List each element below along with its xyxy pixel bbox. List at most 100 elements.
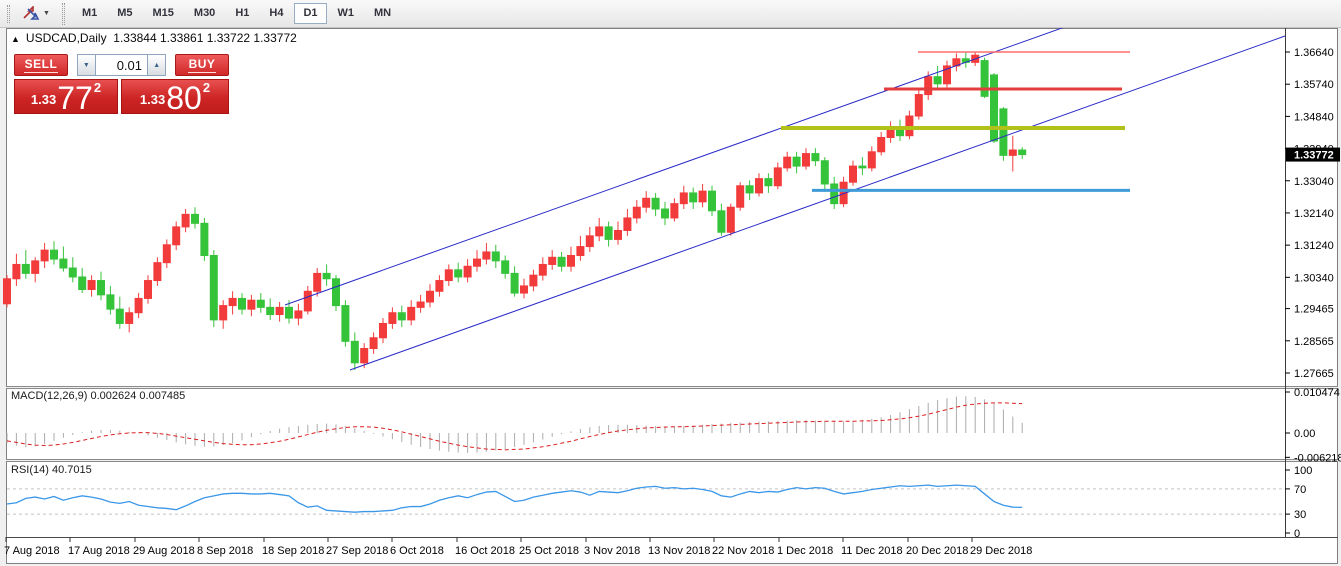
candle-body [604, 226, 613, 240]
candle-body [313, 272, 322, 292]
candle-body [802, 153, 810, 167]
candle-body [228, 297, 237, 307]
date-tick-label: 18 Sep 2018 [262, 545, 324, 557]
candle-body [266, 306, 275, 316]
candle-body [482, 251, 491, 260]
candle-body [933, 76, 942, 85]
date-tick-label: 27 Sep 2018 [326, 545, 388, 557]
candle-body [397, 312, 406, 321]
chart-tool-button[interactable]: ▼ [17, 2, 55, 25]
candle-body [87, 280, 96, 290]
candle-body [256, 299, 265, 308]
price-tick-label: 1.29465 [1294, 304, 1334, 316]
sell-button[interactable]: SELL [14, 54, 68, 76]
candle-body [21, 263, 30, 274]
candle-body [31, 260, 40, 274]
channel-upper[interactable] [284, 17, 1091, 306]
tf-button-m30[interactable]: M30 [185, 3, 224, 24]
toolbar-grip[interactable] [61, 2, 65, 25]
candle-body [1018, 149, 1027, 156]
candle-body [632, 206, 641, 219]
toolbar-grip[interactable] [7, 4, 10, 23]
candle-body [679, 192, 688, 205]
candle-body [444, 269, 453, 282]
candle-body [12, 263, 21, 280]
candle-body [520, 285, 528, 294]
candle-body [914, 94, 923, 117]
price-tick-label: 1.30340 [1294, 272, 1334, 284]
candle-body [332, 278, 340, 307]
tf-button-m15[interactable]: M15 [144, 3, 183, 24]
candle-body [943, 65, 951, 85]
price-tick-label: 1.32140 [1294, 208, 1334, 220]
sell-price-tile[interactable]: 1.33 77 2 [14, 79, 118, 114]
candle-body [341, 305, 350, 342]
candle-body [689, 192, 698, 203]
candle-body [717, 210, 726, 233]
volume-input[interactable] [96, 54, 147, 76]
sell-price-prefix: 1.33 [30, 92, 57, 107]
candle-body [303, 290, 312, 312]
buy-price-tile[interactable]: 1.33 80 2 [121, 79, 229, 114]
candle-body [773, 167, 782, 187]
candle-body [858, 165, 867, 169]
candle-body [3, 278, 11, 305]
tf-button-h1[interactable]: H1 [226, 3, 258, 24]
volume-increase-button[interactable]: ▲ [147, 54, 167, 76]
collapse-panel-icon[interactable]: ▲ [11, 34, 20, 44]
candle-body [510, 272, 519, 294]
channel-lower[interactable] [349, 35, 1286, 371]
timeframe-toolbar: ▼ M1 M5 M15 M30 H1 H4 D1 W1 MN [0, 0, 1341, 28]
candle-body [642, 197, 651, 208]
candle-body [172, 226, 181, 246]
time-axis[interactable]: 7 Aug 2018 17 Aug 2018 29 Aug 2018 8 Sep 20… [4, 537, 1032, 557]
ohlc-values: 1.33844 1.33861 1.33722 1.33772 [113, 31, 297, 45]
panel-splitter[interactable] [6, 386, 1338, 389]
candle-body [200, 222, 209, 257]
candle-body [134, 297, 143, 314]
buy-button[interactable]: BUY [175, 54, 229, 76]
candle-body [529, 274, 538, 287]
candle-body [144, 280, 152, 299]
candle-body [745, 185, 754, 194]
triangle-down-icon: ▼ [82, 61, 90, 69]
date-tick-label: 29 Dec 2018 [970, 545, 1032, 557]
tf-button-d1[interactable]: D1 [294, 3, 327, 24]
sell-price-big: 77 [57, 80, 93, 116]
candle-body [426, 290, 434, 303]
symbol-label: USDCAD,Daily [25, 31, 107, 45]
price-tick-label: 1.28565 [1294, 336, 1334, 348]
candle-body [538, 263, 547, 276]
date-tick-label: 22 Nov 2018 [712, 545, 774, 557]
rsi-line [6, 484, 1023, 513]
candles-layer [3, 51, 1027, 370]
candle-body [567, 255, 575, 267]
tf-button-m5[interactable]: M5 [108, 3, 141, 24]
tf-button-w1[interactable]: W1 [329, 3, 364, 24]
candle-body [877, 136, 886, 153]
tf-button-mn[interactable]: MN [365, 3, 400, 24]
date-tick-label: 1 Dec 2018 [777, 545, 833, 557]
buy-price-prefix: 1.33 [139, 92, 166, 107]
date-tick-label: 13 Nov 2018 [648, 545, 710, 557]
candle-body [623, 217, 632, 231]
rsi-tick-label: 70 [1294, 484, 1306, 496]
tf-button-m1[interactable]: M1 [73, 3, 106, 24]
rsi-layer: 100 70 30 0 [6, 465, 1312, 540]
candle-body [548, 256, 557, 265]
candle-body [238, 297, 246, 310]
tf-button-h4[interactable]: H4 [260, 3, 292, 24]
date-tick-label: 8 Sep 2018 [197, 545, 253, 557]
one-click-trading-panel: SELL ▼ ▲ BUY 1.33 77 2 1.33 80 2 [14, 54, 229, 114]
date-tick-label: 25 Oct 2018 [519, 545, 579, 557]
panel-splitter[interactable] [6, 459, 1338, 462]
candle-body [501, 260, 510, 274]
chart-arrows-icon [23, 6, 40, 20]
candle-body [614, 229, 622, 240]
candle-body [792, 156, 801, 167]
date-tick-label: 11 Dec 2018 [841, 545, 903, 557]
price-tick-label: 1.27665 [1294, 368, 1334, 380]
candle-body [454, 269, 463, 278]
volume-decrease-button[interactable]: ▼ [76, 54, 96, 76]
